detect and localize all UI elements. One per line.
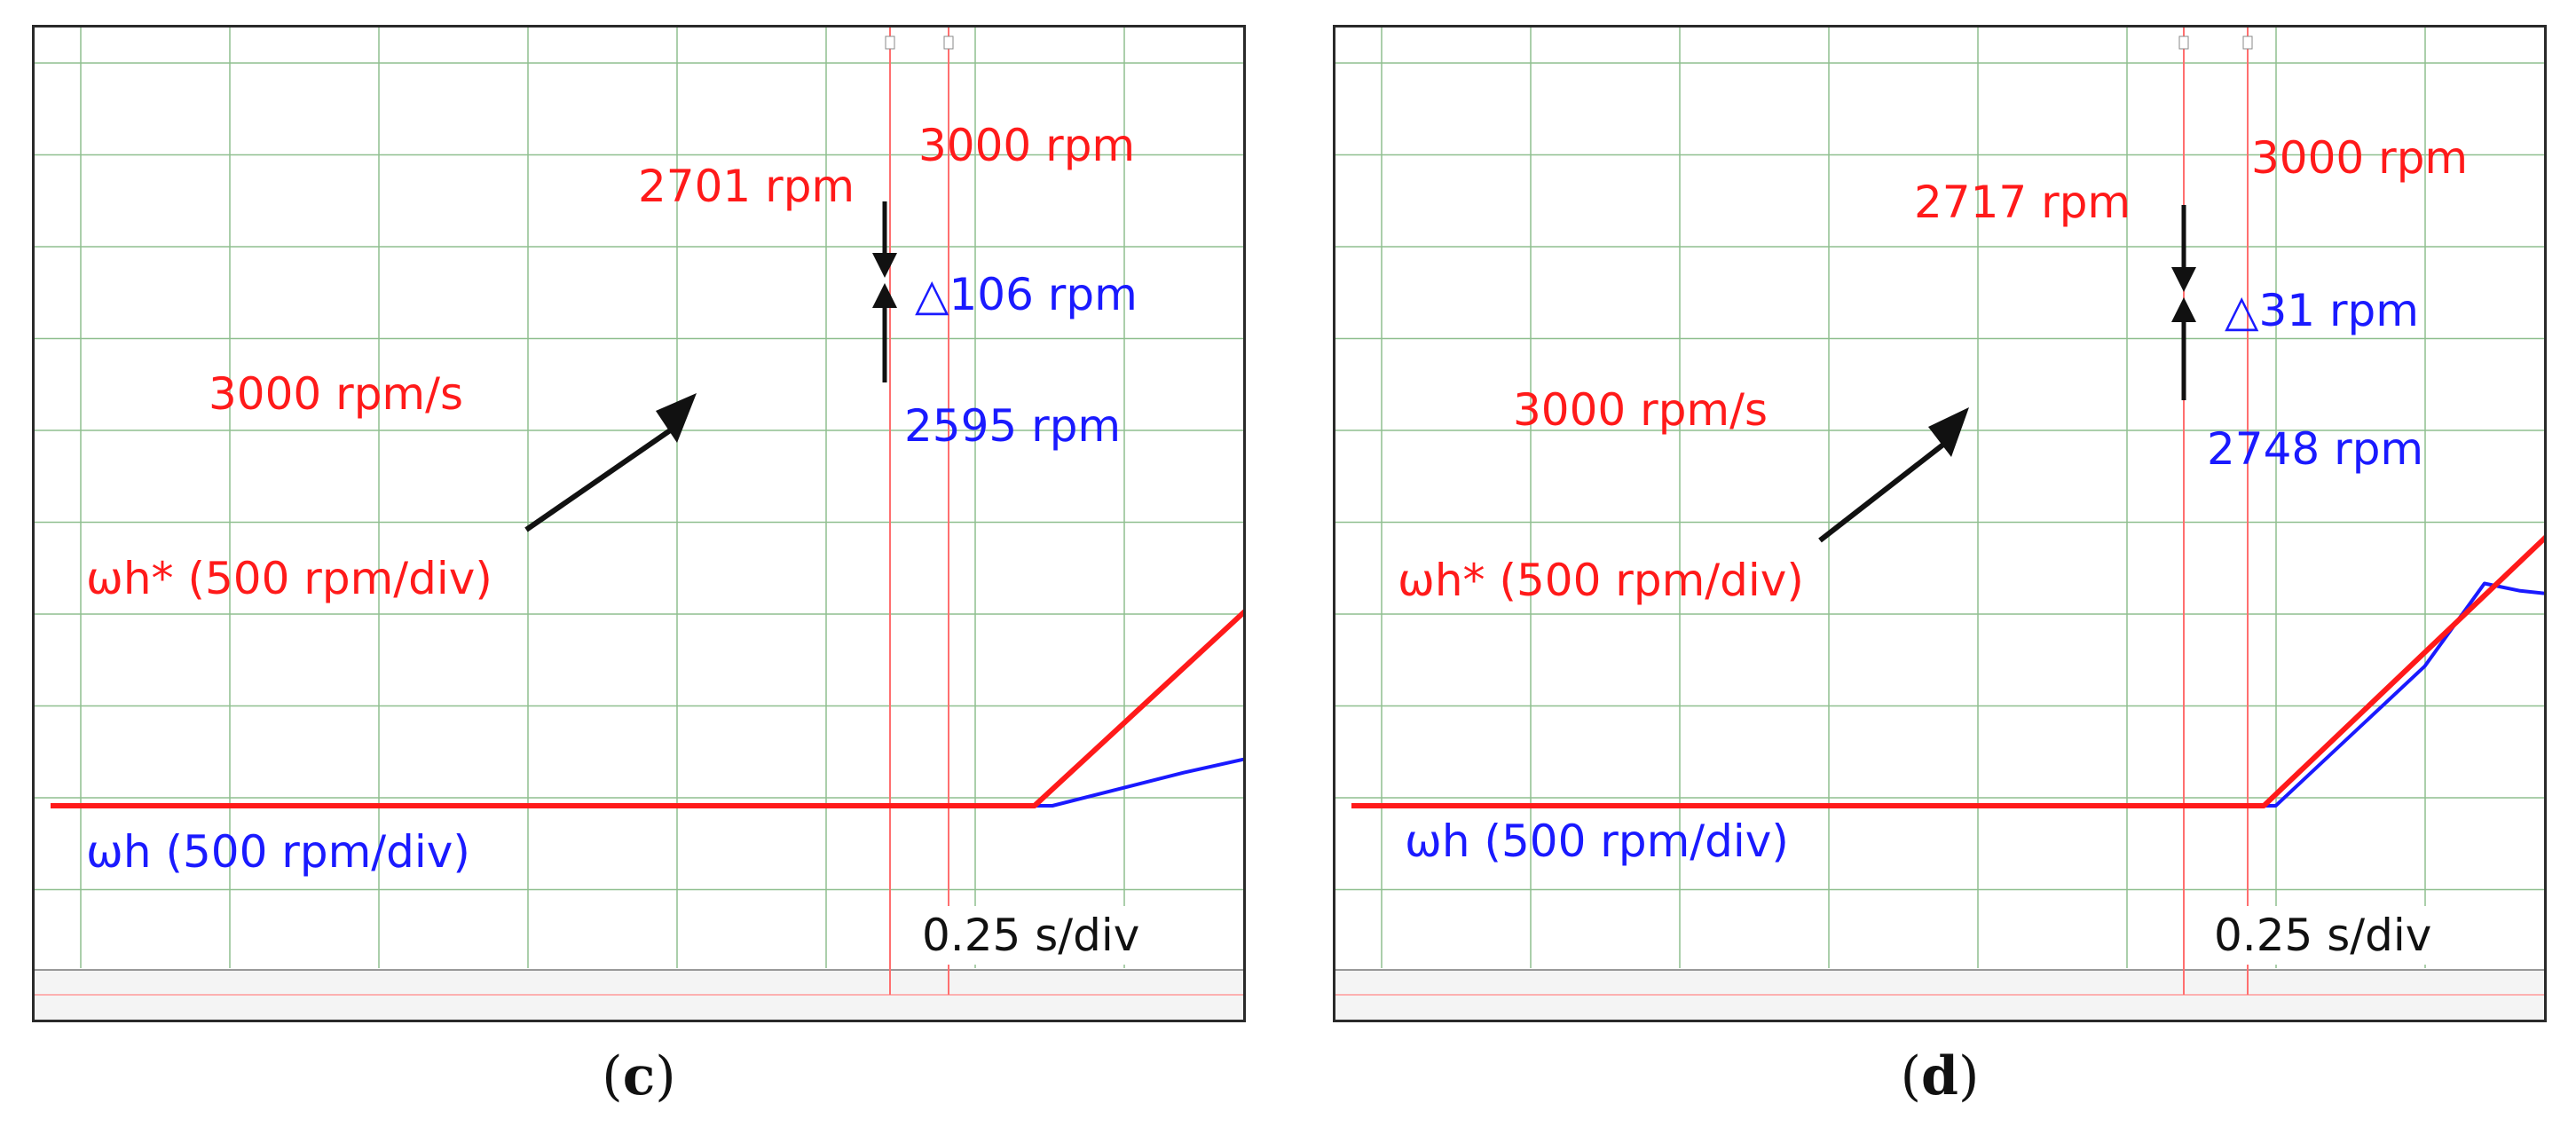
label-time-scale: 0.25 s/div [2214,910,2431,961]
delta-arrow-top-head [2171,267,2196,292]
label-meas-scale: ωh (500 rpm/div) [86,826,470,878]
label-ref-at-cursor: 2717 rpm [1914,177,2131,228]
time-scale-backdrop [915,906,1190,965]
label-time-scale: 0.25 s/div [922,910,1139,961]
label-meas-at-cursor: 2595 rpm [904,400,1121,452]
cursor-marker-2 [2242,35,2253,50]
caption-c-letter: c [622,1045,656,1107]
ramp-arrow-head [1928,407,1969,457]
time-strip [35,970,1243,1020]
cursor-marker-1 [2178,35,2189,50]
cursor-marker-1 [885,35,895,50]
label-delta: △31 rpm [2225,285,2419,336]
label-ramp-rate: 3000 rpm/s [209,368,463,420]
time-scale-backdrop [2207,906,2482,965]
caption-c: (c) [602,1045,676,1107]
label-delta: △106 rpm [915,269,1138,320]
time-strip [1335,970,2544,1020]
scope-plot-d: 3000 rpm 2717 rpm △31 rpm 2748 rpm 3000 rpm/… [1335,28,2544,1020]
ramp-arrow-shaft [524,424,677,532]
reference-speed-line [1351,534,2544,808]
label-ref-final: 3000 rpm [918,120,1135,171]
reference-speed-line [51,609,1243,808]
ramp-arrow-shaft [1818,438,1950,543]
label-ref-scale: ωh* (500 rpm/div) [86,553,492,604]
delta-arrow-top-head [872,253,897,278]
label-ref-final: 3000 rpm [2251,132,2468,184]
caption-d: (d) [1900,1045,1980,1107]
label-meas-scale: ωh (500 rpm/div) [1405,816,1789,867]
caption-d-letter: d [1921,1045,1958,1107]
delta-arrow-bottom-head [2171,297,2196,322]
scope-panel-c: 3000 rpm 2701 rpm △106 rpm 2595 rpm 3000 rpm… [32,25,1246,1022]
label-ramp-rate: 3000 rpm/s [1513,384,1768,436]
label-ref-scale: ωh* (500 rpm/div) [1398,555,1804,606]
cursor-marker-2 [943,35,954,50]
scope-panel-d: 3000 rpm 2717 rpm △31 rpm 2748 rpm 3000 rpm/… [1333,25,2547,1022]
delta-arrow-bottom-head [872,283,897,308]
ramp-arrow-head [656,393,697,443]
measured-speed-line [1351,581,2544,808]
label-meas-at-cursor: 2748 rpm [2207,423,2423,475]
scope-plot-c: 3000 rpm 2701 rpm △106 rpm 2595 rpm 3000 rpm… [35,28,1243,1020]
label-ref-at-cursor: 2701 rpm [638,161,855,212]
